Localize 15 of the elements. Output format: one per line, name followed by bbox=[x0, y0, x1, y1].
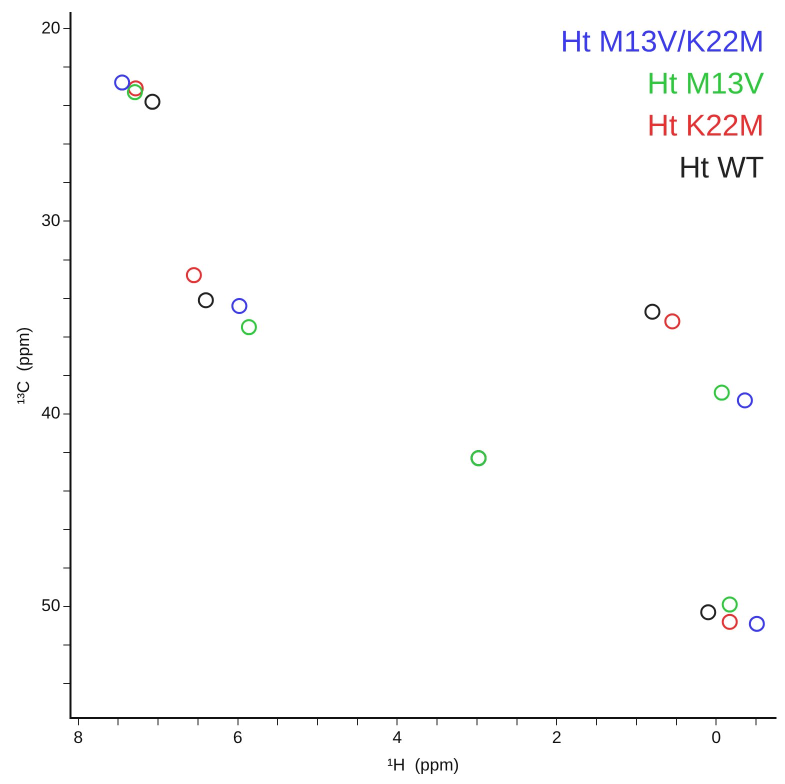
x-axis-title: ¹H (ppm) bbox=[387, 755, 460, 774]
text: Ht K22M bbox=[647, 109, 764, 142]
x-tick-label: 8 bbox=[74, 728, 84, 748]
x-tick-label: 4 bbox=[392, 728, 402, 748]
y-tick-label: 30 bbox=[41, 210, 60, 230]
y-tick-label: 50 bbox=[41, 596, 60, 616]
text: Ht M13V bbox=[647, 67, 764, 100]
x-tick-label: 2 bbox=[552, 728, 562, 748]
text: Ht M13V/K22M bbox=[560, 25, 764, 58]
x-tick-label: 0 bbox=[711, 728, 721, 748]
y-axis-title: ¹³C (ppm) bbox=[14, 326, 33, 404]
x-tick-label: 6 bbox=[233, 728, 242, 748]
y-tick-label: 20 bbox=[41, 18, 60, 38]
y-tick-label: 40 bbox=[41, 404, 60, 423]
text: Ht WT bbox=[679, 151, 764, 184]
